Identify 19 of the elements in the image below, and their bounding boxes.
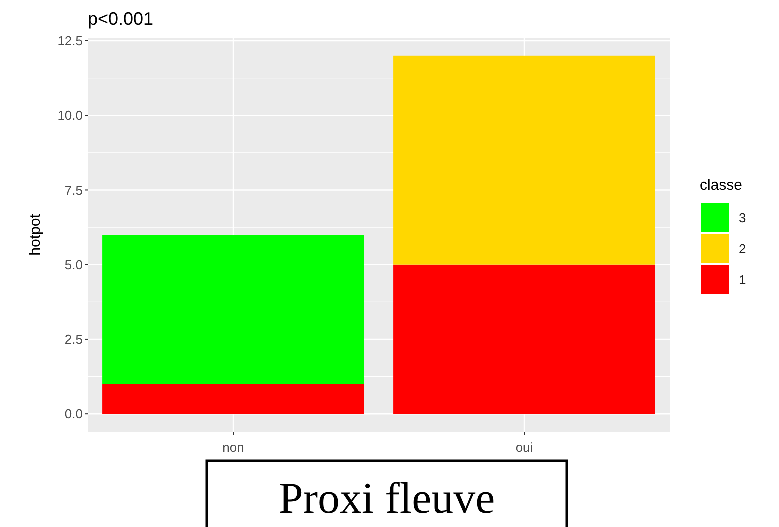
text: Proxi fleuve — [278, 474, 496, 523]
bar — [394, 264, 656, 414]
chart-title: p<0.001 — [88, 9, 154, 29]
bar — [102, 235, 364, 384]
legend-label: 1 — [739, 272, 746, 288]
legend-label: 3 — [739, 210, 746, 226]
x-tick-label: non — [222, 440, 244, 455]
y-axis-title: hotpot — [27, 213, 44, 256]
y-tick-label: 2.5 — [64, 332, 83, 348]
y-tick-label: 7.5 — [64, 182, 83, 198]
y-tick-label: 5.0 — [64, 257, 83, 272]
y-tick-label: 12.5 — [58, 34, 83, 49]
legend-label: 2 — [739, 242, 746, 257]
legend-title: classe — [700, 177, 743, 194]
bar — [394, 56, 656, 265]
x-tick-label: oui — [516, 440, 534, 455]
y-tick-label: 10.0 — [58, 108, 83, 124]
y-tick-label: 0.0 — [64, 406, 83, 422]
bar — [102, 384, 364, 414]
